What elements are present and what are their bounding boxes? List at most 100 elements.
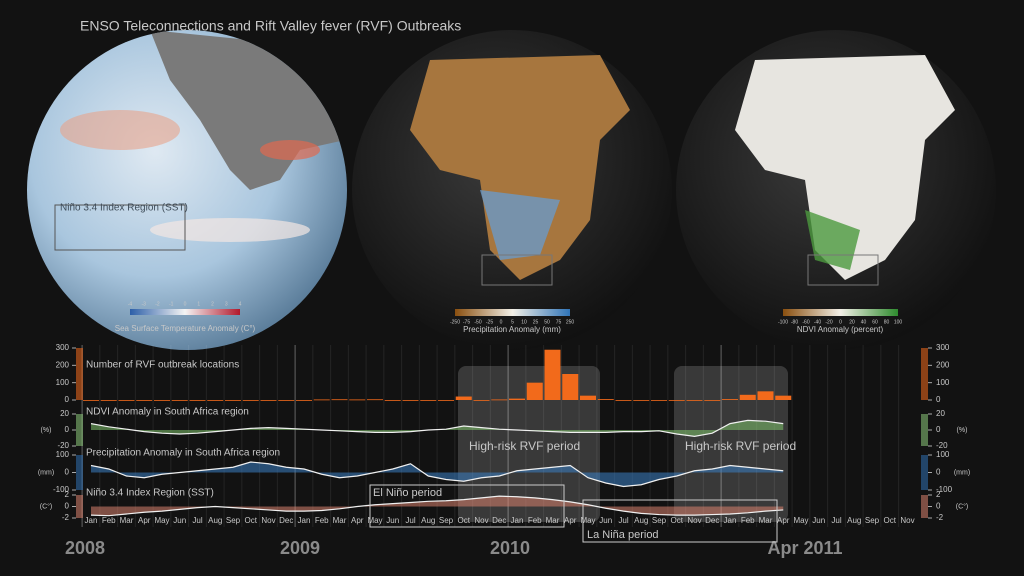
year-label: 2009 (280, 538, 320, 558)
y-tick-label: 100 (56, 450, 70, 459)
colorbar-tick: -80 (791, 319, 798, 325)
risk-period-shade (674, 366, 788, 522)
colorbar-tick: 10 (521, 319, 527, 325)
x-tick-label: Aug (634, 516, 648, 525)
y-tick-label: -2 (936, 513, 944, 522)
colorbar-tick: 1 (197, 301, 200, 307)
y-tick-label: 200 (936, 360, 950, 369)
x-tick-label: Nov (261, 516, 275, 525)
risk-period-shade (458, 366, 600, 522)
panel-title: Precipitation Anomaly in South Africa re… (86, 448, 280, 459)
bar (349, 399, 366, 401)
colorbar-label: Precipitation Anomaly (mm) (463, 325, 561, 334)
x-tick-label: Aug (208, 516, 222, 525)
y-tick-label: 300 (936, 343, 950, 352)
x-tick-label: Dec (279, 516, 293, 525)
colorbar-tick: -100 (778, 319, 788, 325)
bar (651, 400, 667, 401)
colorbar-tick: 100 (894, 319, 903, 325)
bar (242, 400, 259, 401)
panel-title: NDVI Anomaly in South Africa region (86, 407, 249, 418)
colorbar-tick: -2 (155, 301, 160, 307)
x-tick-label: Feb (528, 516, 542, 525)
bar (154, 400, 170, 401)
x-tick-label: Nov (474, 516, 488, 525)
x-tick-label: Mar (333, 516, 347, 525)
bar (526, 382, 543, 400)
colorbar-tick: -4 (128, 301, 133, 307)
bar (171, 400, 188, 401)
colorbar-tick: 0 (500, 319, 503, 325)
colorbar-tick: -40 (814, 319, 821, 325)
y-tick-label: 300 (56, 343, 70, 352)
colorbar-tick: -25 (486, 319, 493, 325)
colorbar-tick: 2 (211, 301, 214, 307)
colorbar-label: NDVI Anomaly (percent) (797, 325, 884, 334)
bar (580, 395, 596, 400)
series-line (90, 495, 784, 517)
x-tick-label: Sep (865, 516, 880, 525)
bar (296, 400, 312, 401)
x-tick-label: Apr (351, 516, 364, 525)
axis-colorbar (76, 414, 83, 446)
bar (739, 394, 756, 400)
x-tick-label: Sep (439, 516, 454, 525)
series-line (90, 461, 784, 488)
y-tick-label: -100 (936, 485, 953, 494)
bar (118, 400, 135, 401)
x-tick-label: Sep (226, 516, 241, 525)
colorbar-tick: 20 (849, 319, 855, 325)
colorbar-tick: 5 (511, 319, 514, 325)
y-tick-label: 0 (65, 395, 70, 404)
colorbar-tick: 0 (184, 301, 187, 307)
x-tick-label: Feb (315, 516, 329, 525)
x-tick-label: Dec (492, 516, 506, 525)
bar (562, 374, 579, 400)
x-tick-label: Apr (138, 516, 151, 525)
period-box (369, 484, 565, 528)
unit-label: (C°) (956, 502, 969, 510)
x-tick-label: Jul (192, 516, 202, 525)
x-tick-label: Nov (900, 516, 914, 525)
bar (757, 391, 774, 400)
colorbar-tick: 250 (566, 319, 575, 325)
colorbar-tick: 80 (884, 319, 890, 325)
precip-globe (352, 30, 672, 350)
x-tick-label: Feb (741, 516, 755, 525)
sst-globe (27, 30, 347, 350)
bar (83, 400, 99, 401)
colorbar-tick: 75 (556, 319, 562, 325)
series-line (90, 419, 784, 438)
bar (136, 400, 153, 401)
y-tick-label: 0 (936, 468, 941, 477)
y-tick-label: -20 (57, 441, 69, 450)
x-tick-label: Jul (405, 516, 415, 525)
x-tick-label: Jan (85, 516, 98, 525)
y-tick-label: 0 (936, 395, 941, 404)
panel-title: Number of RVF outbreak locations (86, 360, 239, 371)
x-tick-label: May (154, 516, 169, 525)
year-label: 2008 (65, 538, 105, 558)
bar (384, 400, 401, 401)
y-tick-label: 0 (65, 468, 70, 477)
y-tick-label: 200 (56, 360, 70, 369)
bar (420, 400, 437, 401)
unit-label: (mm) (954, 469, 970, 476)
annotation: La Niña period (587, 529, 659, 541)
bar (455, 396, 472, 400)
ndvi-globe (676, 30, 996, 350)
bar (207, 400, 224, 401)
y-tick-label: 100 (56, 378, 70, 387)
x-tick-label: Nov (687, 516, 701, 525)
bar (225, 400, 241, 401)
bar (615, 400, 632, 401)
bar (260, 400, 277, 401)
x-tick-label: Dec (705, 516, 719, 525)
bar (509, 398, 525, 400)
bar (402, 400, 419, 401)
y-tick-label: 0 (65, 425, 70, 434)
period-box (582, 499, 778, 543)
unit-label: (%) (41, 427, 52, 434)
bar (473, 400, 490, 401)
